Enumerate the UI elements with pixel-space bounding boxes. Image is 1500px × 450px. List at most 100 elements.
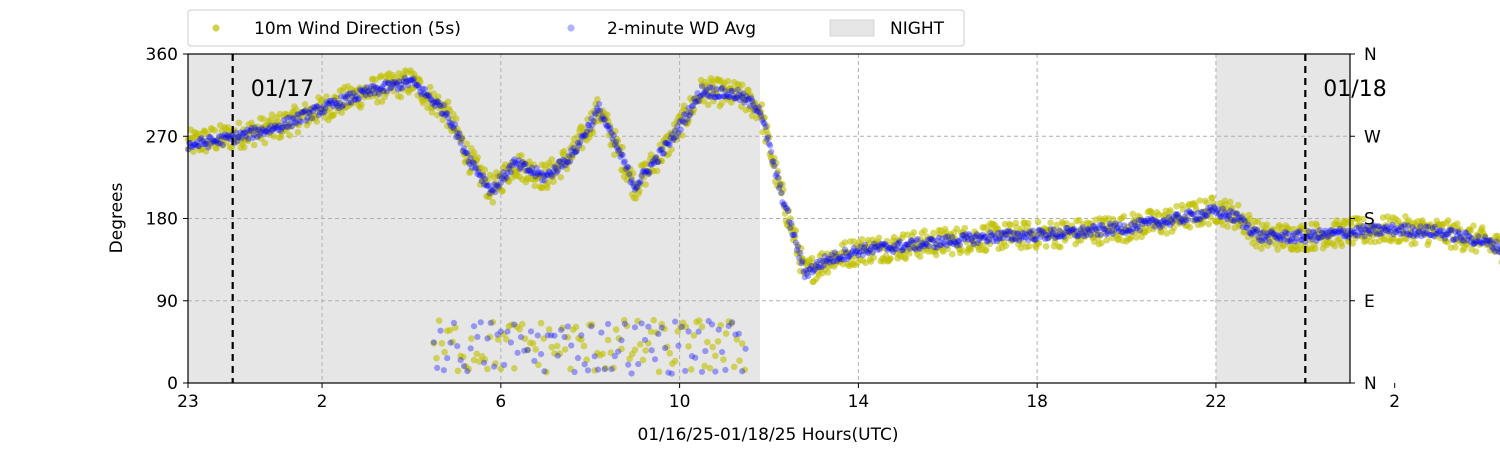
wd2min-point	[797, 249, 804, 257]
wd5s-point	[484, 365, 491, 373]
wd5s-point	[758, 101, 766, 108]
legend-label-wd5s: 10m Wind Direction (5s)	[254, 19, 461, 39]
wd5s-point	[932, 251, 940, 259]
wd5s-point	[1013, 224, 1020, 231]
wd5s-point	[1143, 217, 1151, 225]
wd5s-point	[1127, 233, 1135, 241]
x-tick-label: 6	[495, 392, 506, 412]
wd5s-point	[953, 225, 961, 233]
wd5s-point	[1049, 226, 1057, 233]
wd2min-point	[487, 319, 494, 327]
wd2min-point	[618, 337, 625, 344]
y-right-tick-label: N	[1364, 45, 1377, 65]
wd5s-point	[261, 139, 269, 147]
legend-label-night: NIGHT	[890, 19, 945, 39]
wd5s-point	[300, 113, 307, 121]
wd2min-point	[451, 121, 459, 128]
wd5s-point	[738, 81, 746, 88]
wd5s-point	[1087, 225, 1095, 233]
wd5s-point	[1445, 217, 1452, 224]
wd5s-point	[190, 148, 197, 155]
wd5s-point	[982, 246, 990, 254]
wd5s-point	[1110, 226, 1118, 234]
wd2min-point	[655, 330, 662, 338]
wd5s-point	[642, 347, 649, 354]
wd5s-point	[720, 356, 727, 363]
wd5s-point	[962, 233, 969, 240]
wd5s-point	[930, 229, 937, 237]
wd5s-point	[1305, 229, 1313, 236]
wd5s-point	[544, 184, 551, 192]
wd5s-point	[650, 316, 657, 324]
wd2min-point	[774, 174, 782, 181]
wd5s-point	[1209, 199, 1217, 207]
y-tick-label: 270	[146, 127, 178, 147]
wd2min-point	[742, 345, 749, 352]
wd5s-point	[548, 156, 556, 163]
wd5s-point	[604, 336, 612, 344]
wd2min-point	[430, 339, 437, 346]
wd5s-point	[813, 261, 821, 268]
wd5s-point	[1002, 242, 1010, 250]
wd5s-point	[1024, 219, 1032, 227]
wd2min-point	[660, 150, 668, 157]
wd5s-point	[1273, 234, 1281, 242]
wd2min-point	[762, 124, 769, 131]
wd2min-point	[588, 323, 595, 330]
wd2min-point	[437, 327, 444, 334]
wd5s-point	[841, 239, 849, 246]
wd2min-point	[739, 368, 746, 375]
wd5s-point	[792, 227, 800, 234]
wd5s-point	[433, 354, 440, 362]
wd5s-point	[356, 84, 363, 91]
wd5s-point	[718, 100, 725, 107]
wd2min-point	[541, 368, 548, 375]
wd2min-point	[507, 339, 515, 346]
wd2min-point	[1245, 221, 1252, 228]
wd5s-point	[240, 126, 247, 133]
wd5s-point	[1452, 244, 1459, 251]
wd2min-point	[1361, 233, 1368, 240]
wd2min-point	[558, 326, 565, 334]
wd2min-point	[567, 158, 574, 165]
wd5s-point	[508, 159, 515, 166]
wd2min-point	[635, 361, 642, 368]
wd5s-point	[545, 326, 553, 333]
wd5s-point	[1158, 228, 1165, 236]
wd5s-point	[323, 93, 330, 100]
wd5s-point	[274, 118, 282, 125]
wd5s-point	[944, 245, 952, 253]
wd2min-point	[551, 332, 558, 339]
wd2min-point	[791, 231, 798, 238]
y-right-tick-label: E	[1364, 292, 1375, 312]
wd5s-point	[1170, 224, 1178, 232]
wd5s-point	[1228, 204, 1236, 211]
wd5s-point	[452, 115, 460, 123]
wd5s-point	[680, 102, 688, 109]
wd5s-point	[580, 342, 588, 350]
wd5s-point	[589, 129, 597, 137]
wd5s-point	[426, 83, 434, 91]
wd2min-point	[524, 346, 531, 354]
wd2min-point	[219, 141, 226, 148]
wd2min-point	[537, 351, 545, 358]
wd5s-point	[603, 111, 611, 118]
wd2min-point	[678, 323, 685, 330]
wd2min-point	[764, 134, 771, 141]
wd5s-point	[1035, 240, 1043, 247]
wd5s-point	[540, 172, 548, 180]
x-tick-label: 14	[848, 392, 870, 412]
wd5s-point	[887, 255, 894, 262]
wd2min-point	[497, 328, 504, 335]
wd5s-point	[1294, 246, 1302, 253]
wd5s-point	[977, 234, 985, 242]
wd2min-point	[661, 344, 669, 352]
wd5s-point	[685, 117, 692, 124]
x-tick-label: 2	[317, 392, 328, 412]
wd2min-point	[482, 175, 489, 183]
wd5s-point	[845, 249, 852, 257]
wd5s-point	[425, 98, 432, 105]
wd5s-point	[1331, 242, 1339, 250]
wd5s-point	[1196, 197, 1204, 204]
wd5s-point	[428, 109, 436, 116]
